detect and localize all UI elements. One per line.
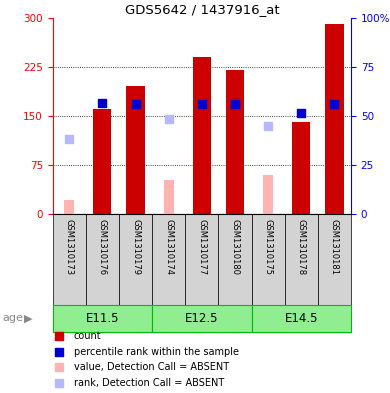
Text: age: age — [2, 313, 23, 323]
Bar — [292, 123, 310, 214]
Title: GDS5642 / 1437916_at: GDS5642 / 1437916_at — [124, 4, 279, 17]
Bar — [119, 214, 152, 305]
Text: value, Detection Call = ABSENT: value, Detection Call = ABSENT — [74, 362, 229, 373]
Bar — [252, 305, 351, 332]
Point — [66, 136, 73, 142]
Point — [199, 101, 205, 107]
Point — [55, 349, 62, 355]
Text: GSM1310177: GSM1310177 — [197, 219, 206, 275]
Bar — [318, 214, 351, 305]
Text: E12.5: E12.5 — [185, 312, 218, 325]
Bar — [164, 180, 174, 214]
Text: E14.5: E14.5 — [285, 312, 318, 325]
Bar — [185, 214, 218, 305]
Point — [232, 101, 238, 107]
Text: GSM1310173: GSM1310173 — [65, 219, 74, 275]
Bar — [64, 200, 74, 214]
Point — [298, 110, 304, 116]
Text: ▶: ▶ — [24, 313, 33, 323]
Bar — [86, 214, 119, 305]
Point — [133, 101, 139, 107]
Text: GSM1310180: GSM1310180 — [230, 219, 239, 275]
Point — [332, 101, 338, 107]
Text: percentile rank within the sample: percentile rank within the sample — [74, 347, 239, 357]
Text: GSM1310174: GSM1310174 — [164, 219, 173, 275]
Text: GSM1310176: GSM1310176 — [98, 219, 107, 275]
Text: GSM1310179: GSM1310179 — [131, 219, 140, 275]
Point — [55, 380, 62, 386]
Bar — [152, 305, 252, 332]
Bar — [325, 24, 344, 214]
Point — [166, 116, 172, 122]
Text: GSM1310175: GSM1310175 — [264, 219, 273, 275]
Bar — [226, 70, 244, 214]
Text: rank, Detection Call = ABSENT: rank, Detection Call = ABSENT — [74, 378, 224, 388]
Bar — [53, 305, 152, 332]
Bar — [193, 57, 211, 214]
Point — [55, 333, 62, 339]
Point — [99, 100, 105, 106]
Bar — [285, 214, 318, 305]
Text: GSM1310178: GSM1310178 — [297, 219, 306, 275]
Bar — [53, 214, 86, 305]
Bar — [218, 214, 252, 305]
Bar — [93, 109, 112, 214]
Point — [265, 123, 271, 129]
Point — [55, 364, 62, 371]
Text: GSM1310181: GSM1310181 — [330, 219, 339, 275]
Bar — [252, 214, 285, 305]
Bar — [263, 175, 273, 214]
Bar — [126, 86, 145, 214]
Bar — [152, 214, 185, 305]
Text: E11.5: E11.5 — [86, 312, 119, 325]
Text: count: count — [74, 331, 101, 341]
